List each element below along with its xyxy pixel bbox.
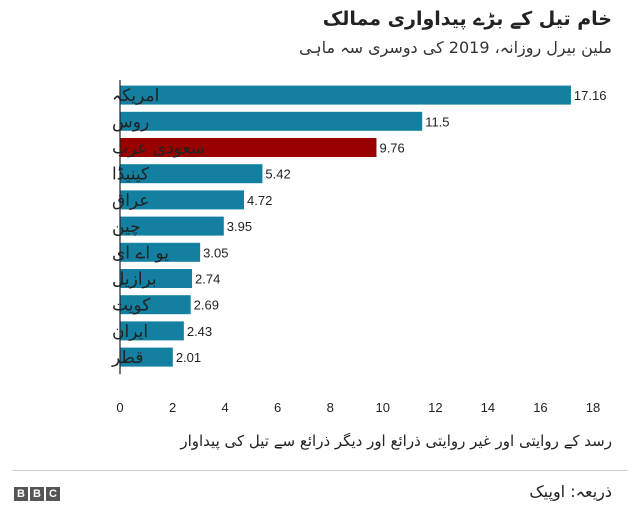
x-tick-label: 4 xyxy=(221,400,228,415)
category-label: عراق xyxy=(112,191,149,211)
value-label: 9.76 xyxy=(379,141,404,156)
category-label: روس xyxy=(112,112,149,132)
value-label: 3.95 xyxy=(227,219,252,234)
x-tick-label: 6 xyxy=(274,400,281,415)
category-label: چین xyxy=(112,217,141,237)
x-tick-label: 18 xyxy=(586,400,600,415)
value-label: 4.72 xyxy=(247,193,272,208)
x-tick-label: 10 xyxy=(376,400,390,415)
footer-divider xyxy=(13,470,627,471)
category-label: ایران xyxy=(112,322,148,342)
bar xyxy=(120,138,377,157)
bar xyxy=(120,295,191,315)
x-tick-label: 8 xyxy=(327,400,334,415)
value-label: 2.43 xyxy=(187,324,212,339)
x-axis-label: رسد کے روایتی اور غیر روایتی ذرائع اور د… xyxy=(180,432,612,450)
bar xyxy=(120,242,201,262)
bar xyxy=(120,111,423,131)
x-tick-label: 14 xyxy=(481,400,495,415)
bar xyxy=(120,216,224,236)
bar xyxy=(120,269,193,288)
source-note: ذریعہ: اوپیک xyxy=(529,482,612,501)
value-label: 2.01 xyxy=(176,350,201,365)
x-tick-label: 2 xyxy=(169,400,176,415)
x-tick-label: 16 xyxy=(533,400,547,415)
value-label: 2.74 xyxy=(195,272,220,287)
value-label: 17.16 xyxy=(574,88,607,103)
category-label: امریکہ xyxy=(112,86,159,106)
value-label: 5.42 xyxy=(265,167,290,182)
bar-chart: 17.16 امریکہ 11.5 روس 9.76 سعودی عرب 5.42 کینیڈ… xyxy=(111,80,607,415)
value-label: 11.5 xyxy=(425,114,449,129)
value-label: 3.05 xyxy=(203,245,228,260)
category-label: برازیل xyxy=(112,270,157,290)
category-label: کینیڈا xyxy=(112,165,150,185)
category-label: یو اے ای xyxy=(112,243,169,263)
bar xyxy=(120,190,245,210)
bar xyxy=(120,85,571,105)
x-tick-label: 12 xyxy=(428,400,442,415)
category-label: کویت xyxy=(112,296,151,316)
bar xyxy=(120,321,184,341)
bar xyxy=(120,347,173,367)
value-label: 2.69 xyxy=(194,298,219,313)
chart-subtitle: ملین بیرل روزانہ، 2019 کی دوسری سہ ماہی xyxy=(298,38,612,57)
x-tick-label: 0 xyxy=(116,400,123,415)
category-label: سعودی عرب xyxy=(112,139,205,159)
chart-title: خام تیل کے بڑے پیداواری ممالک xyxy=(322,8,612,30)
category-label: قطر xyxy=(111,348,143,368)
bar xyxy=(120,164,263,184)
